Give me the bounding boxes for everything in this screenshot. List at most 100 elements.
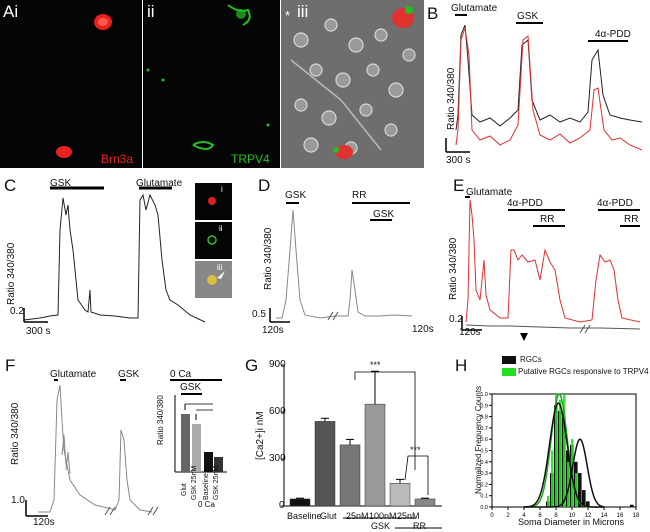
h-bar-rgc — [578, 473, 582, 507]
merge-star: * — [285, 8, 291, 23]
h-bar-trpv4 — [567, 461, 570, 507]
panel-label-c: C — [4, 176, 17, 195]
h-xtick-label: 10 — [569, 513, 576, 519]
panel-label-iii: iii — [297, 2, 309, 21]
c-glutamate-label: Glutamate — [136, 178, 183, 189]
brn3a-label: Brn3a — [101, 152, 134, 166]
h-ytick-label: 0.1 — [480, 494, 488, 500]
brn3a-cells — [56, 14, 112, 158]
g-sig-bracket-2 — [404, 455, 429, 495]
b-gsk-label: GSK — [517, 11, 539, 22]
e-glutamate-label: Glutamate — [466, 187, 513, 198]
g-x-25nm-rr: 25nM — [397, 511, 420, 521]
h-xtick-label: 4 — [522, 513, 526, 519]
g-group-gsk: GSK — [371, 521, 391, 531]
h-xtick-label: 12 — [585, 513, 592, 519]
g-x-100nm: 100nM — [369, 511, 397, 521]
b-scale-label: 300 s — [446, 155, 471, 166]
f-inset-bar — [214, 457, 223, 472]
f-inset-bar — [181, 414, 190, 472]
micrograph-trpv4 — [143, 0, 280, 168]
d-gsk-label: GSK — [285, 190, 307, 201]
e-rr1-label: RR — [540, 214, 555, 225]
panel-label-ii: ii — [147, 2, 155, 21]
panel-label-d: D — [258, 176, 271, 195]
panel-label-h: H — [455, 356, 468, 375]
h-ytick-label: 1.0 — [480, 392, 488, 398]
g-sig-bracket-1 — [354, 371, 416, 470]
h-ytick-label: 0.4 — [480, 460, 488, 466]
h-bar-trpv4 — [563, 394, 566, 507]
b-pdd-label: 4α-PDD — [595, 29, 631, 40]
c-gsk-label: GSK — [50, 178, 72, 189]
h-bar-trpv4 — [575, 473, 578, 507]
trpv4-cells — [146, 4, 270, 150]
c-inset-ii-label: ii — [219, 224, 223, 233]
h-ytick-label: 0.5 — [480, 449, 488, 455]
g-x-baseline: Baseline — [287, 511, 322, 521]
f-inset-group: 0 Ca — [198, 500, 215, 509]
f-zeroca-label: 0 Ca — [170, 369, 192, 380]
h-ytick-label: 0.8 — [480, 415, 488, 421]
h-ytick-label: 0.0 — [480, 505, 488, 511]
g-sig1: *** — [370, 360, 381, 370]
trpv4-label: TRPV4 — [231, 152, 270, 166]
e-rr2-label: RR — [624, 214, 639, 225]
h-fit-rgc-1 — [523, 402, 604, 508]
h-xtick-label: 16 — [617, 513, 624, 519]
d-gsk2-label: GSK — [373, 209, 395, 220]
h-ytick-label: 0.7 — [480, 426, 488, 432]
h-bar-trpv4 — [551, 450, 554, 507]
h-bar-rgc — [630, 504, 634, 507]
f-inset-bar — [204, 452, 213, 472]
d-t1-label: 120s — [262, 325, 284, 336]
g-x-25nm: 25nM — [346, 511, 369, 521]
c-inset-iii: iii — [195, 261, 232, 298]
h-ytick-label: 0.2 — [480, 482, 488, 488]
c-inset-i-label: i — [221, 185, 223, 194]
d-rr-label: RR — [352, 190, 367, 201]
d-y05-label: 0.5 — [252, 309, 266, 320]
h-legend-swatch-rgc — [502, 356, 516, 364]
panel-label-ai: Ai — [3, 2, 19, 21]
h-legend-trpv4: Putative RGCs responsive to TRPV4 agonis… — [518, 367, 650, 376]
h-xtick-label: 2 — [506, 513, 510, 519]
c-inset-iii-label: iii — [217, 263, 223, 272]
e-y02-label: 0.2 — [449, 314, 463, 325]
e-scale-label: 120s — [459, 327, 481, 338]
merge-cells — [290, 6, 416, 159]
h-bar-rgc — [582, 490, 586, 507]
panel-label-g: G — [245, 356, 259, 375]
micrograph-brn3a — [0, 0, 142, 168]
f-scale-label: 120s — [33, 517, 55, 528]
panel-label-f: F — [5, 356, 16, 375]
c-inset-ii: ii — [195, 222, 232, 259]
h-ytick-label: 0.9 — [480, 403, 488, 409]
h-xtick-label: 18 — [633, 513, 640, 519]
f-gsk-label: GSK — [118, 369, 140, 380]
h-bar-trpv4 — [559, 399, 562, 507]
h-xtick-label: 8 — [554, 513, 558, 519]
micrograph-merge — [281, 0, 424, 168]
f-inset-bar — [192, 424, 201, 472]
h-fit-rgc-2 — [524, 438, 605, 508]
panel-label-e: E — [453, 176, 465, 195]
h-xtick-label: 6 — [538, 513, 542, 519]
h-xtick-label: 0 — [490, 513, 494, 519]
g-group-rr: RR — [413, 521, 426, 531]
c-y02-label: 0.2 — [10, 306, 24, 317]
h-bar-trpv4 — [547, 495, 550, 507]
g-ytick-600: 600 — [269, 406, 286, 417]
g-ytick-900: 900 — [269, 359, 286, 370]
f-gsk2-label: GSK — [180, 382, 202, 393]
f-y10-label: 1.0 — [11, 495, 25, 506]
g-x-glut: Glut — [320, 511, 337, 521]
e-pdd2-label: 4α-PDD — [597, 198, 633, 209]
h-bar-trpv4 — [555, 394, 558, 507]
